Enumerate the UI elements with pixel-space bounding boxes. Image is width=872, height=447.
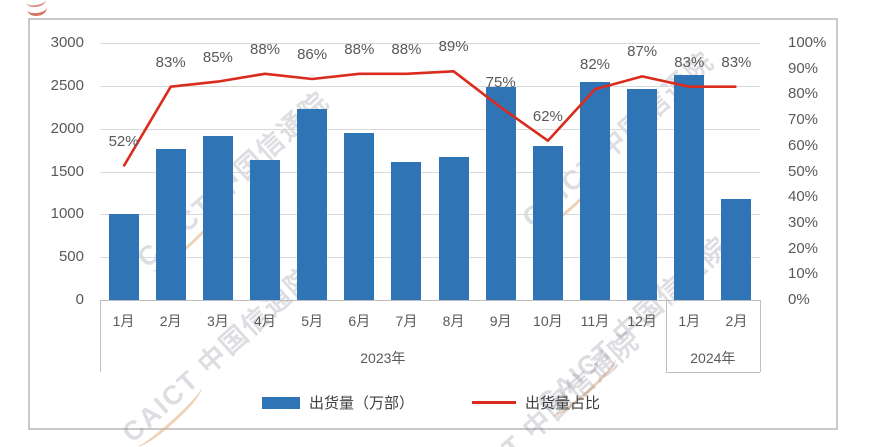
- right-axis-tick: 10%: [788, 265, 819, 283]
- gridline: [100, 300, 760, 301]
- bar-6月: [344, 132, 375, 300]
- category-group-separator: [665, 300, 667, 372]
- legend-item-share: 出货量占比: [472, 392, 600, 413]
- right-axis-tick: 50%: [788, 162, 819, 180]
- left-axis-tick: 1500: [50, 162, 84, 180]
- x-axis-year-label: 2024年: [690, 350, 736, 366]
- x-axis-month-label: 4月: [254, 313, 276, 329]
- share-data-label: 75%: [485, 74, 516, 92]
- gridline: [100, 171, 760, 173]
- gridline: [100, 214, 760, 216]
- right-axis-tick: 20%: [788, 239, 819, 257]
- right-axis-tick: 80%: [788, 85, 819, 103]
- bar-3月: [202, 136, 233, 300]
- x-axis-month-label: 8月: [442, 313, 465, 329]
- bar-1月: [108, 214, 139, 300]
- x-axis-month-label: 3月: [206, 313, 229, 329]
- share-line: [122, 69, 737, 168]
- share-data-label: 85%: [202, 48, 233, 66]
- share-data-label: 86%: [297, 46, 328, 63]
- bar-12月: [627, 89, 658, 300]
- x-axis-month-label: 5月: [301, 313, 324, 329]
- category-group-separator: [760, 300, 761, 372]
- share-data-label: 87%: [627, 43, 658, 61]
- right-axis-tick: 30%: [788, 213, 819, 231]
- bar-11月: [580, 82, 610, 300]
- x-axis-month-label: 6月: [348, 313, 371, 329]
- share-data-label: 88%: [391, 40, 422, 58]
- x-axis-month-label: 7月: [395, 313, 418, 329]
- right-axis-tick: 40%: [788, 188, 819, 206]
- left-axis-tick: 2000: [50, 119, 84, 137]
- gridline: [100, 257, 760, 259]
- bar-2月: [155, 149, 186, 300]
- line-series-swatch: [472, 401, 516, 404]
- x-axis-month-label: 12月: [627, 313, 657, 329]
- share-data-label: 82%: [579, 56, 611, 74]
- left-axis-tick: 3000: [50, 34, 84, 51]
- bar-7月: [391, 162, 422, 300]
- x-axis-month-label: 9月: [489, 313, 512, 329]
- share-data-label: 52%: [108, 133, 139, 151]
- x-axis-month-label: 1月: [112, 313, 135, 329]
- share-data-label: 88%: [344, 40, 375, 58]
- x-axis-month-label: 10月: [533, 313, 563, 329]
- category-group-underline: [665, 372, 760, 373]
- share-data-label: 88%: [249, 40, 281, 58]
- share-data-label: 83%: [155, 53, 186, 71]
- bar-2月: [721, 198, 752, 300]
- watermark-swoosh-fragment: [26, 0, 48, 18]
- bar-series-label: 出货量（万部）: [308, 395, 414, 412]
- x-axis-month-label: 11月: [580, 313, 610, 329]
- line-series-label: 出货量占比: [525, 395, 601, 412]
- right-axis-tick: 0%: [788, 291, 810, 308]
- chart-legend: 出货量（万部） 出货量占比: [28, 392, 834, 413]
- bar-10月: [532, 145, 563, 300]
- bar-8月: [438, 156, 469, 300]
- share-data-label: 89%: [438, 38, 469, 56]
- x-axis-month-label: 2月: [159, 313, 182, 329]
- bar-series-swatch: [261, 396, 300, 409]
- legend-item-shipments: 出货量（万部）: [261, 392, 414, 413]
- x-axis-month-label: 1月: [678, 313, 701, 329]
- gridline: [100, 85, 760, 87]
- left-axis-tick: 500: [58, 248, 84, 266]
- share-data-label: 62%: [532, 107, 563, 125]
- x-axis-year-label: 2023年: [360, 350, 406, 366]
- right-axis-tick: 90%: [788, 59, 819, 77]
- left-axis-tick: 0: [75, 291, 84, 308]
- gridline: [100, 128, 760, 130]
- bar-9月: [485, 86, 516, 300]
- right-axis-tick: 70%: [788, 111, 819, 129]
- right-axis-tick: 100%: [788, 34, 827, 51]
- left-axis-tick: 1000: [50, 205, 84, 223]
- category-group-separator: [100, 300, 101, 372]
- bar-4月: [250, 160, 280, 300]
- right-axis-tick: 60%: [788, 136, 819, 154]
- gridline: [100, 43, 760, 44]
- share-data-label: 83%: [721, 53, 752, 71]
- bar-1月: [674, 74, 705, 300]
- bar-5月: [297, 109, 328, 300]
- x-axis-month-label: 2月: [725, 313, 748, 329]
- share-data-label: 83%: [674, 53, 705, 71]
- left-axis-tick: 2500: [50, 76, 84, 94]
